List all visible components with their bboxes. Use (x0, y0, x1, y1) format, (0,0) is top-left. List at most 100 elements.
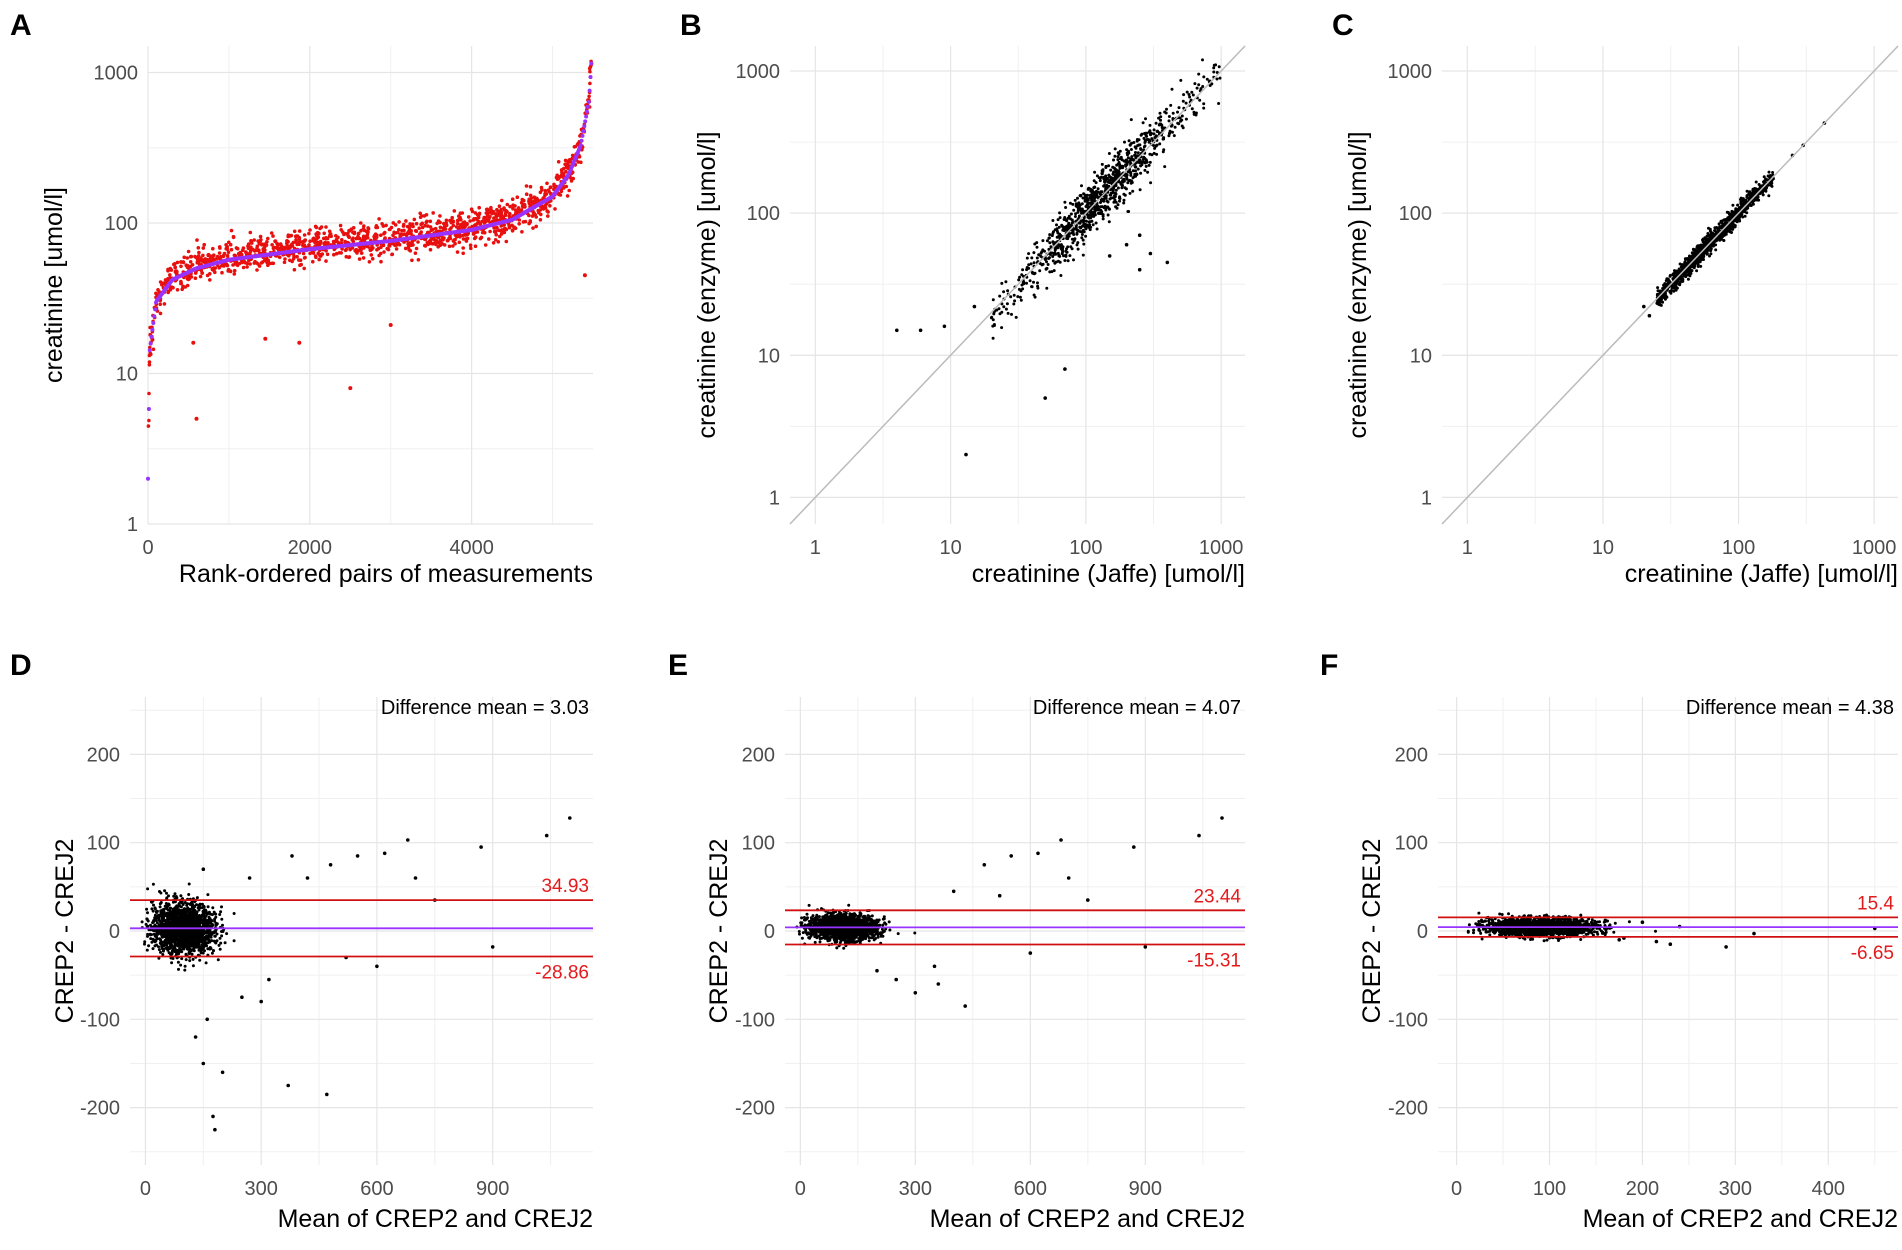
data-point (1116, 186, 1120, 190)
jaffe-point (524, 184, 529, 188)
data-point (1100, 162, 1104, 166)
x-tick-label: 300 (244, 1178, 277, 1200)
jaffe-point (169, 268, 174, 272)
jaffe-point (423, 244, 428, 248)
jaffe-point (354, 247, 359, 252)
data-point (1205, 77, 1209, 81)
data-point (1025, 256, 1029, 260)
data-point (1734, 207, 1738, 211)
data-point (1721, 230, 1725, 234)
data-point (1051, 240, 1055, 244)
jaffe-point (338, 223, 343, 228)
data-point (1703, 236, 1707, 240)
data-point (1707, 226, 1710, 230)
data-point (1097, 176, 1101, 180)
data-point (1080, 202, 1084, 206)
jaffe-point (555, 174, 560, 179)
data-point (1673, 274, 1677, 278)
jaffe-point (244, 250, 248, 255)
jaffe-point (428, 247, 433, 252)
jaffe-point (517, 222, 521, 226)
jaffe-point (522, 198, 526, 203)
data-point (1114, 200, 1118, 204)
jaffe-point (185, 256, 190, 260)
data-point (1145, 134, 1149, 138)
jaffe-point (477, 212, 481, 217)
jaffe-point (495, 225, 499, 230)
jaffe-point (543, 206, 548, 210)
jaffe-point (160, 283, 164, 287)
data-point (1143, 132, 1146, 135)
jaffe-point (172, 262, 176, 267)
jaffe-point (318, 241, 323, 246)
data-point (1179, 78, 1183, 82)
jaffe-point (460, 211, 465, 215)
data-point (1059, 274, 1063, 277)
jaffe-point (231, 234, 236, 239)
data-point (1167, 115, 1171, 118)
y-tick-label: 1000 (94, 63, 139, 85)
data-point (1713, 229, 1717, 233)
data-point (1147, 140, 1151, 144)
jaffe-point (484, 207, 489, 212)
data-point (1171, 130, 1174, 134)
jaffe-point (362, 224, 366, 228)
data-point (1107, 173, 1111, 177)
data-point (1116, 203, 1120, 207)
jaffe-point (530, 214, 535, 218)
jaffe-point (431, 211, 436, 215)
data-point (219, 910, 223, 914)
jaffe-point (322, 231, 327, 236)
outlier-point (1148, 251, 1153, 256)
data-point (1036, 281, 1039, 285)
data-point (1118, 199, 1121, 203)
jaffe-point (318, 254, 322, 258)
jaffe-point (205, 257, 209, 262)
jaffe-point (477, 205, 482, 210)
jaffe-point (259, 261, 264, 265)
jaffe-point (225, 253, 230, 258)
jaffe-point (292, 267, 297, 272)
jaffe-point (277, 255, 282, 260)
jaffe-point (587, 66, 592, 71)
data-point (1121, 179, 1124, 183)
jaffe-point (271, 234, 275, 238)
jaffe-point (428, 240, 433, 245)
jaffe-point (453, 241, 457, 246)
data-point (1114, 205, 1118, 209)
data-point (1724, 232, 1728, 236)
outlier-point (1642, 304, 1646, 309)
jaffe-point (294, 238, 299, 243)
y-tick-label: 1000 (1388, 61, 1433, 83)
outlier-point (1647, 313, 1652, 318)
data-point (1084, 219, 1088, 223)
jaffe-point (423, 223, 427, 228)
data-point (1082, 242, 1086, 246)
jaffe-point (220, 270, 224, 275)
jaffe-point (196, 246, 201, 250)
jaffe-point (497, 211, 501, 215)
data-point (1767, 170, 1771, 174)
jaffe-point (510, 229, 515, 233)
jaffe-point (173, 265, 177, 270)
y-tick-label: 100 (87, 833, 120, 855)
x-tick-label: 2000 (288, 537, 333, 559)
data-point (1128, 191, 1132, 195)
data-point (1143, 140, 1147, 143)
data-point (1134, 165, 1138, 169)
jaffe-point (337, 251, 342, 255)
jaffe-point (224, 262, 229, 267)
jaffe-point (407, 225, 412, 230)
data-point (1072, 208, 1076, 212)
data-point (1132, 175, 1136, 179)
jaffe-point (436, 245, 441, 249)
jaffe-point (527, 221, 531, 226)
data-point (206, 905, 210, 909)
jaffe-point (344, 254, 349, 259)
jaffe-outlier (348, 386, 353, 391)
jaffe-outlier (191, 340, 196, 345)
data-point (1065, 234, 1069, 238)
data-point (1088, 226, 1092, 230)
jaffe-point (402, 240, 406, 244)
data-point (1019, 298, 1023, 302)
